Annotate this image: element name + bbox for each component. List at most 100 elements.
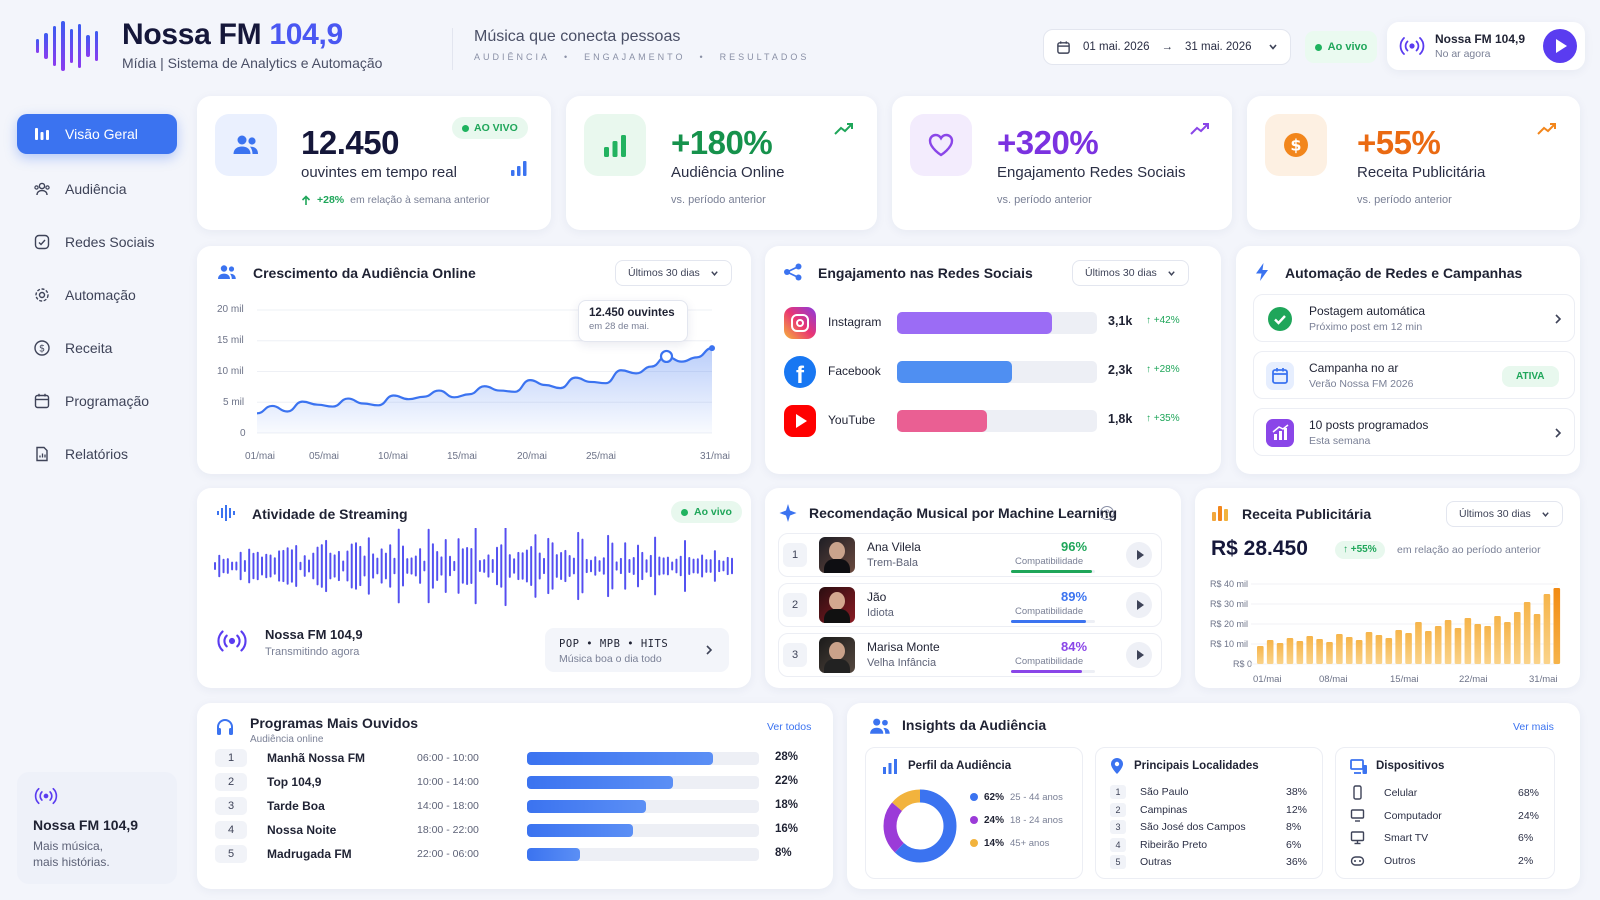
sidebar-item-automacao[interactable]: Automação — [17, 275, 177, 315]
view-all-link[interactable]: Ver todos — [767, 721, 812, 733]
sidebar-item-audiencia[interactable]: Audiência — [17, 169, 177, 209]
x-tick: 25/mai — [586, 451, 617, 462]
location-name: Ribeirão Preto — [1140, 838, 1208, 851]
users-icon — [215, 114, 277, 176]
play-button[interactable] — [1126, 592, 1152, 618]
revenue-bar — [1553, 588, 1561, 664]
users-icon — [870, 718, 890, 734]
table-row[interactable]: 5 Madrugada FM 22:00 - 06:00 8% — [197, 843, 833, 865]
wave-bar — [726, 556, 729, 576]
automation-item-campaign[interactable]: Campanha no ar Verão Nossa FM 2026 ATIVA — [1253, 351, 1575, 399]
wave-bar — [594, 556, 597, 576]
signal-bars-icon — [511, 161, 527, 176]
wave-bar — [513, 558, 516, 574]
brand-subtitle: Mídia | Sistema de Analytics e Automação — [122, 55, 383, 71]
table-row[interactable]: 1 Manhã Nossa FM 06:00 - 10:00 28% — [197, 747, 833, 769]
program-time: 18:00 - 22:00 — [417, 824, 479, 836]
wave-bar — [466, 547, 469, 585]
bar-chart-icon — [35, 128, 49, 140]
revenue-bar — [1405, 633, 1412, 664]
wave-bar — [496, 546, 498, 586]
table-row[interactable]: 4 Nossa Noite 18:00 - 22:00 16% — [197, 819, 833, 841]
wave-bar — [530, 545, 533, 587]
phone-icon — [1350, 785, 1365, 800]
wave-bar — [662, 557, 665, 575]
program-pct: 22% — [775, 775, 799, 787]
wave-bar — [222, 558, 225, 574]
chevron-right-icon — [1555, 428, 1562, 438]
wave-bar — [372, 553, 375, 579]
legend-label: 45+ anos — [1010, 837, 1050, 849]
revenue-bar — [1306, 636, 1314, 664]
date-range-picker[interactable]: 01 mai. 2026 → 31 mai. 2026 — [1043, 29, 1291, 65]
sidebar-item-redes-sociais[interactable]: Redes Sociais — [17, 222, 177, 262]
help-icon[interactable]: ? — [1100, 506, 1114, 520]
growth-area — [257, 348, 712, 433]
play-icon — [1136, 650, 1144, 660]
social-value: 1,8k — [1108, 412, 1133, 426]
ml-item[interactable]: 2 Jão Idiota 89% Compatibilidade — [778, 583, 1162, 627]
wave-bar — [607, 534, 610, 598]
revenue-bar — [1425, 631, 1432, 664]
x-tick: 31/mai — [1529, 674, 1558, 685]
station-name: Nossa FM 104,9 — [1435, 32, 1526, 46]
wave-bar — [449, 555, 451, 577]
chevron-down-icon — [1269, 44, 1277, 50]
list-item: Outros 2% — [1336, 852, 1556, 870]
table-row[interactable]: 2 Top 104,9 10:00 - 14:00 22% — [197, 771, 833, 793]
program-pct: 16% — [775, 823, 799, 835]
automation-item-scheduled[interactable]: 10 posts programados Esta semana — [1253, 408, 1575, 456]
heart-icon — [910, 114, 972, 176]
x-tick: 22/mai — [1459, 674, 1488, 685]
wave-bar — [320, 544, 323, 588]
wave-bar — [333, 554, 336, 578]
growth-range-select[interactable]: Últimos 30 dias — [615, 260, 732, 286]
sidebar-item-visao-geral[interactable]: Visão Geral — [17, 114, 177, 154]
trend-up-icon — [1190, 123, 1209, 135]
play-button[interactable] — [1126, 642, 1152, 668]
sidebar-item-receita[interactable]: $ Receita — [17, 328, 177, 368]
x-tick: 08/mai — [1319, 674, 1348, 685]
stream-status: Transmitindo agora — [265, 646, 360, 658]
program-bar-track — [527, 848, 759, 861]
revenue-bar — [1454, 628, 1462, 664]
social-range-select[interactable]: Últimos 30 dias — [1072, 260, 1189, 286]
footer-line: mais histórias. — [33, 855, 110, 869]
ml-item[interactable]: 3 Marisa Monte Velha Infância 84% Compat… — [778, 633, 1162, 677]
wave-bar — [444, 538, 447, 594]
chevron-down-icon — [711, 270, 718, 276]
waveform-icon — [217, 505, 235, 521]
wave-bar — [423, 560, 426, 572]
engagement-label: Engajamento Redes Sociais — [997, 164, 1186, 181]
wave-bar — [436, 551, 439, 581]
broadcast-icon — [34, 787, 58, 805]
social-engagement-card: Engajamento nas Redes Sociais Últimos 30… — [765, 246, 1221, 474]
wave-bar — [543, 557, 545, 575]
wave-bar — [355, 542, 357, 590]
location-pct: 36% — [1286, 856, 1308, 868]
social-bar — [897, 312, 1052, 334]
users-icon — [34, 182, 50, 196]
sidebar-item-programacao[interactable]: Programação — [17, 381, 177, 421]
y-tick: R$ 10 mil — [1210, 639, 1249, 649]
avatar — [819, 537, 855, 573]
table-row[interactable]: 3 Tarde Boa 14:00 - 18:00 18% — [197, 795, 833, 817]
automation-item-post[interactable]: Postagem automática Próximo post em 12 m… — [1253, 294, 1575, 342]
legend-pct: 14% — [984, 837, 1005, 849]
wave-bar — [376, 557, 379, 575]
sidebar-item-relatorios[interactable]: Relatórios — [17, 434, 177, 474]
wave-bar — [363, 555, 366, 577]
wave-bar — [671, 561, 674, 571]
revenue-range-select[interactable]: Últimos 30 dias — [1446, 501, 1563, 527]
y-tick: 0 — [240, 428, 246, 439]
wave-bar — [414, 555, 417, 577]
view-more-link[interactable]: Ver mais — [1513, 721, 1554, 733]
genre-box[interactable]: POP • MPB • HITS Música boa o dia todo — [545, 628, 729, 672]
rank-cell: 1 — [1110, 785, 1126, 799]
sidebar-item-label: Receita — [65, 340, 113, 356]
wave-bar — [666, 556, 669, 576]
program-bar-track — [527, 752, 759, 765]
play-button[interactable] — [1126, 542, 1152, 568]
ml-item[interactable]: 1 Ana Vilela Trem-Bala 96% Compatibilida… — [778, 533, 1162, 577]
play-button[interactable] — [1543, 29, 1577, 63]
